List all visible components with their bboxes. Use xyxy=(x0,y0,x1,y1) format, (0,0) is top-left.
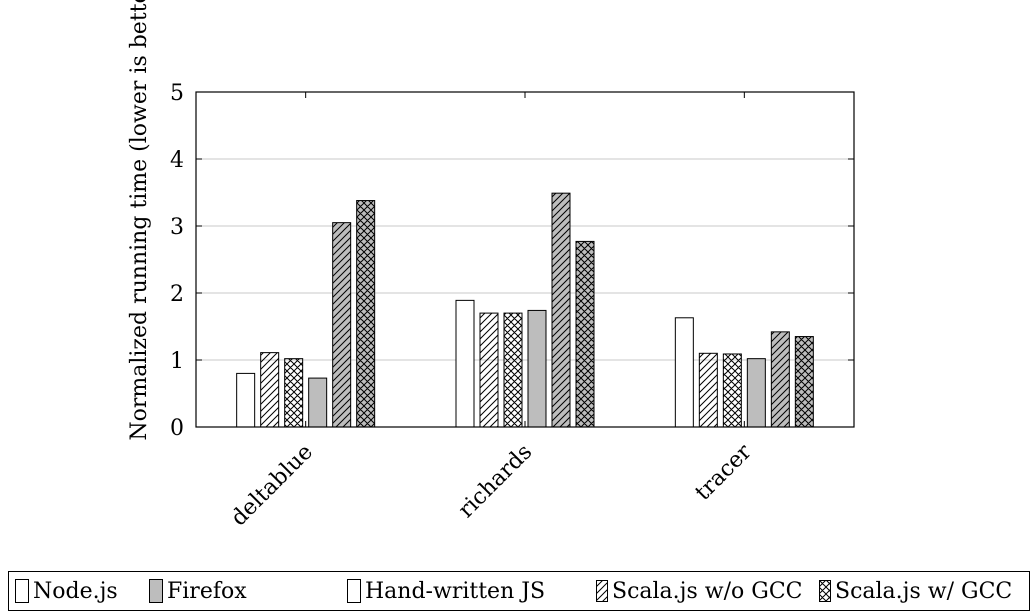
x-tick-label: richards xyxy=(454,440,537,523)
legend-swatch-handwritten-js xyxy=(347,579,361,603)
bar-deltablue-series-5 xyxy=(332,222,352,428)
x-tick-label: deltablue xyxy=(226,440,318,532)
y-tick-label: 0 xyxy=(170,416,184,441)
legend-item-handwritten-js: Hand-written JS xyxy=(347,572,545,610)
bar-tracer-series-3 xyxy=(722,353,742,428)
legend-label-scalajs-wo-gcc: Scala.js w/o GCC xyxy=(612,578,803,604)
bar-deltablue-series-1 xyxy=(236,372,256,428)
bar-deltablue-series-4 xyxy=(308,377,328,428)
legend-item-scalajs-wo-gcc: Scala.js w/o GCC xyxy=(596,572,802,610)
bar-tracer-series-5 xyxy=(770,331,790,428)
bar-richards-series-4 xyxy=(527,309,547,428)
bar-deltablue-series-2 xyxy=(260,352,280,428)
bar-richards-series-1 xyxy=(455,299,475,428)
bar-tracer-series-2 xyxy=(698,352,718,428)
y-tick-label: 4 xyxy=(170,148,184,173)
bar-richards-series-3 xyxy=(503,312,523,428)
bar-deltablue-series-6 xyxy=(356,200,376,428)
legend-item-nodejs: Node.js xyxy=(15,572,118,610)
legend-item-firefox: Firefox xyxy=(149,572,247,610)
bar-tracer-series-4 xyxy=(746,358,766,428)
ticks xyxy=(196,91,854,428)
bar-deltablue-series-3 xyxy=(284,358,304,428)
x-tick-label: tracer xyxy=(691,439,757,505)
y-tick-label: 2 xyxy=(170,282,184,307)
legend-swatch-scalajs-w-gcc xyxy=(819,580,831,602)
legend-item-scalajs-w-gcc: Scala.js w/ GCC xyxy=(819,572,1012,610)
y-tick-label: 3 xyxy=(170,215,184,240)
bar-tracer-series-6 xyxy=(794,336,814,428)
bar-richards-series-6 xyxy=(575,240,595,428)
y-tick-label: 1 xyxy=(170,349,184,374)
bar-tracer-series-1 xyxy=(674,317,694,428)
y-axis-title: Normalized running time (lower is better… xyxy=(127,0,152,441)
bar-richards-series-5 xyxy=(551,192,571,428)
bars xyxy=(236,192,814,428)
bar-richards-series-2 xyxy=(479,312,499,428)
legend-swatch-nodejs xyxy=(15,579,29,603)
legend-swatch-firefox xyxy=(149,579,163,603)
legend-label-handwritten-js: Hand-written JS xyxy=(365,578,546,604)
legend-label-firefox: Firefox xyxy=(167,578,247,604)
legend-swatch-scalajs-wo-gcc xyxy=(596,580,608,602)
grid xyxy=(196,158,854,361)
legend-label-nodejs: Node.js xyxy=(33,578,118,604)
y-tick-label: 5 xyxy=(170,81,184,106)
legend-label-scalajs-w-gcc: Scala.js w/ GCC xyxy=(835,578,1013,604)
legend: Node.js Firefox Hand-written JS Scala.js… xyxy=(8,571,1030,611)
chart: 0 1 2 3 4 5 deltablue richards tracer Normalized… xyxy=(127,0,855,532)
